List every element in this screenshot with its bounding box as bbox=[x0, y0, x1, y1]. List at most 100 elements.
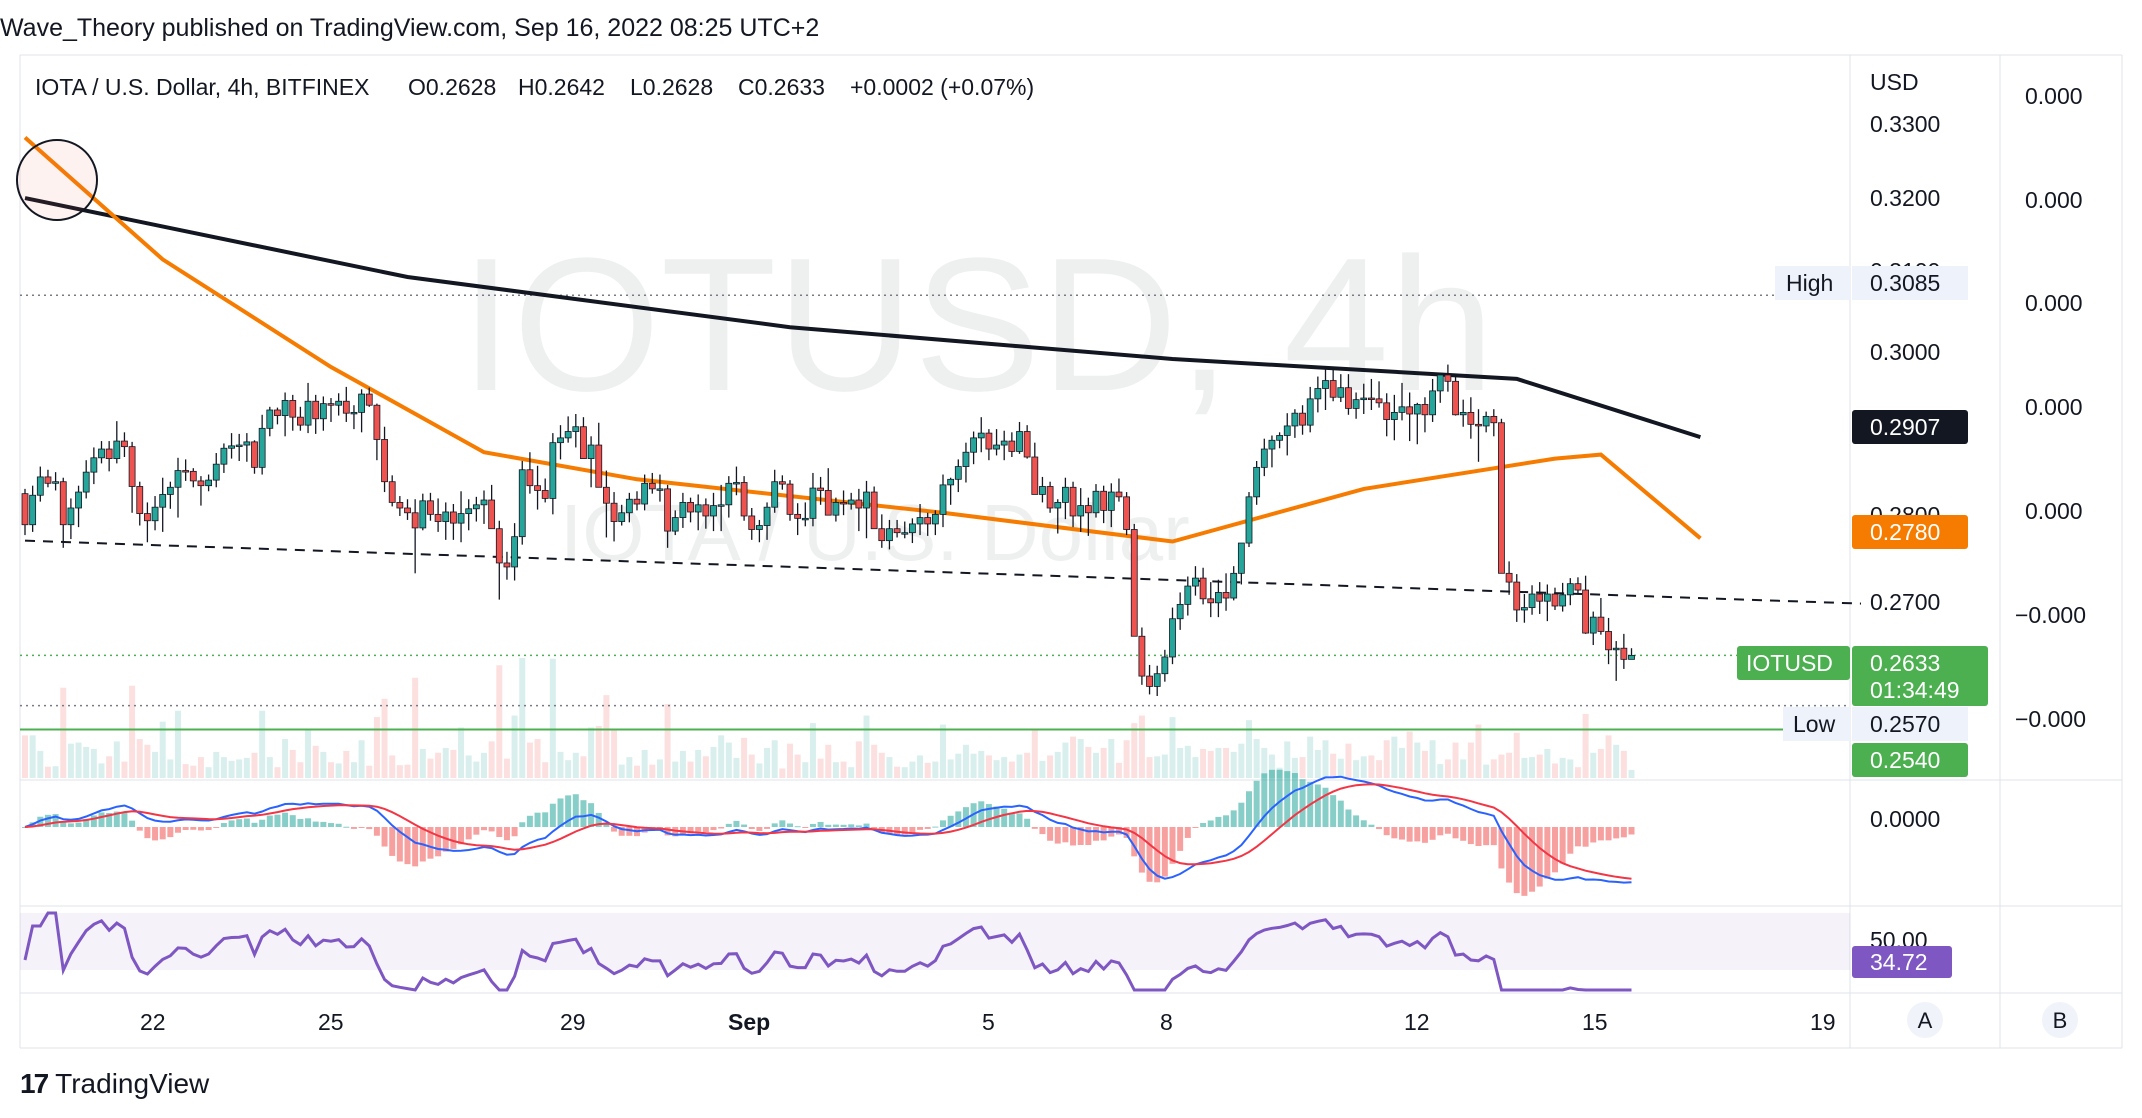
candle-body bbox=[1161, 656, 1169, 675]
tradingview-logo[interactable]: 17 TradingView bbox=[20, 1068, 209, 1100]
volume-bar bbox=[993, 760, 1000, 778]
candle-body bbox=[159, 494, 167, 508]
macd-histogram-bar bbox=[1605, 827, 1612, 841]
volume-bar bbox=[794, 754, 801, 778]
candle-body bbox=[36, 476, 44, 496]
macd-histogram-bar bbox=[557, 798, 564, 827]
macd-histogram-bar bbox=[565, 795, 572, 827]
volume-bar bbox=[1200, 748, 1207, 778]
macd-histogram-bar bbox=[373, 827, 380, 836]
candle-layer bbox=[21, 364, 1635, 697]
candle-body bbox=[1436, 374, 1444, 392]
volume-bar bbox=[618, 764, 625, 778]
volume-bar bbox=[458, 727, 465, 778]
macd-histogram-bar bbox=[1039, 827, 1046, 835]
candle-body bbox=[924, 517, 932, 525]
volume-bar bbox=[565, 760, 572, 778]
volume-bar bbox=[970, 753, 977, 778]
macd-histogram-bar bbox=[1521, 827, 1528, 896]
macd-histogram-bar bbox=[1353, 815, 1360, 827]
candle-body bbox=[75, 491, 82, 509]
candle-body bbox=[847, 499, 855, 505]
volume-bar bbox=[404, 764, 411, 778]
candle-body bbox=[289, 400, 297, 418]
volume-bar bbox=[886, 757, 893, 778]
scale-button-a[interactable]: A bbox=[1907, 1002, 1943, 1038]
volume-bar bbox=[1031, 728, 1038, 778]
volume-bar bbox=[1521, 757, 1528, 778]
candle-body bbox=[939, 484, 947, 515]
volume-bar bbox=[435, 752, 442, 778]
macd-histogram-bar bbox=[1406, 827, 1413, 842]
volume-bar bbox=[22, 735, 28, 778]
candle-body bbox=[534, 485, 541, 491]
candle-body bbox=[557, 437, 564, 444]
candle-body bbox=[824, 490, 832, 516]
volume-bar bbox=[718, 735, 725, 778]
volume-bar bbox=[1177, 747, 1184, 778]
macd-histogram-bar bbox=[75, 822, 82, 827]
volume-bar bbox=[985, 755, 992, 778]
macd-histogram-bar bbox=[1590, 827, 1597, 843]
candle-body bbox=[1092, 490, 1100, 514]
volume-bar bbox=[450, 749, 457, 778]
macd-histogram-bar bbox=[167, 827, 174, 838]
volume-bar bbox=[1253, 739, 1260, 778]
volume-bar bbox=[121, 761, 128, 778]
candle-body bbox=[878, 528, 886, 542]
candle-body bbox=[52, 481, 59, 484]
candle-body bbox=[174, 470, 182, 488]
macd-histogram-bar bbox=[1536, 827, 1543, 887]
macd-histogram-bar bbox=[526, 815, 533, 827]
volume-bar bbox=[1421, 750, 1428, 778]
candle-body bbox=[1016, 431, 1023, 452]
volume-bar bbox=[106, 756, 113, 778]
volume-bar bbox=[473, 761, 480, 778]
candle-body bbox=[587, 444, 595, 460]
candle-body bbox=[1543, 593, 1551, 602]
scale-button-b[interactable]: B bbox=[2042, 1002, 2078, 1038]
candle-body bbox=[756, 525, 763, 530]
macd-histogram-bar bbox=[702, 827, 709, 832]
volume-bar bbox=[182, 764, 189, 778]
candle-body bbox=[1222, 592, 1230, 599]
macd-histogram-bar bbox=[1077, 827, 1084, 845]
volume-bar bbox=[817, 758, 824, 778]
macd-histogram-bar bbox=[1268, 769, 1275, 827]
macd-histogram-bar bbox=[1613, 827, 1620, 839]
volume-bar bbox=[917, 755, 924, 778]
volume-bar bbox=[213, 751, 220, 778]
macd-histogram-bar bbox=[450, 827, 457, 849]
candle-body bbox=[258, 427, 266, 468]
volume-bar bbox=[557, 751, 564, 778]
candle-body bbox=[725, 482, 733, 506]
candle-body bbox=[182, 470, 190, 473]
macd-histogram-bar bbox=[1261, 773, 1268, 827]
candle-body bbox=[143, 513, 151, 522]
candle-body bbox=[763, 506, 771, 526]
volume-bar bbox=[695, 749, 702, 778]
volume-bar bbox=[1161, 754, 1168, 778]
candle-body bbox=[1352, 399, 1360, 409]
volume-bar bbox=[1001, 757, 1008, 778]
volume-bar bbox=[236, 759, 243, 778]
volume-bar bbox=[672, 761, 679, 778]
volume-bar bbox=[465, 755, 472, 778]
macd-signal-line bbox=[24, 783, 1632, 880]
high-badge-value: 0.3085 bbox=[1870, 270, 1940, 296]
candle-body bbox=[511, 536, 519, 568]
volume-bar bbox=[1016, 754, 1023, 778]
volume-bar bbox=[1383, 740, 1390, 778]
volume-bar bbox=[1628, 769, 1635, 778]
volume-bar bbox=[710, 746, 717, 778]
candle-body bbox=[1566, 583, 1574, 596]
volume-bar bbox=[1314, 749, 1321, 778]
volume-bar bbox=[1062, 742, 1069, 778]
macd-histogram-bar bbox=[924, 827, 931, 829]
legend-high: H0.2642 bbox=[518, 74, 605, 100]
volume-bar bbox=[863, 715, 870, 778]
volume-bar bbox=[1238, 743, 1245, 778]
candle-body bbox=[809, 487, 817, 519]
macd-histogram-bar bbox=[1001, 808, 1008, 827]
